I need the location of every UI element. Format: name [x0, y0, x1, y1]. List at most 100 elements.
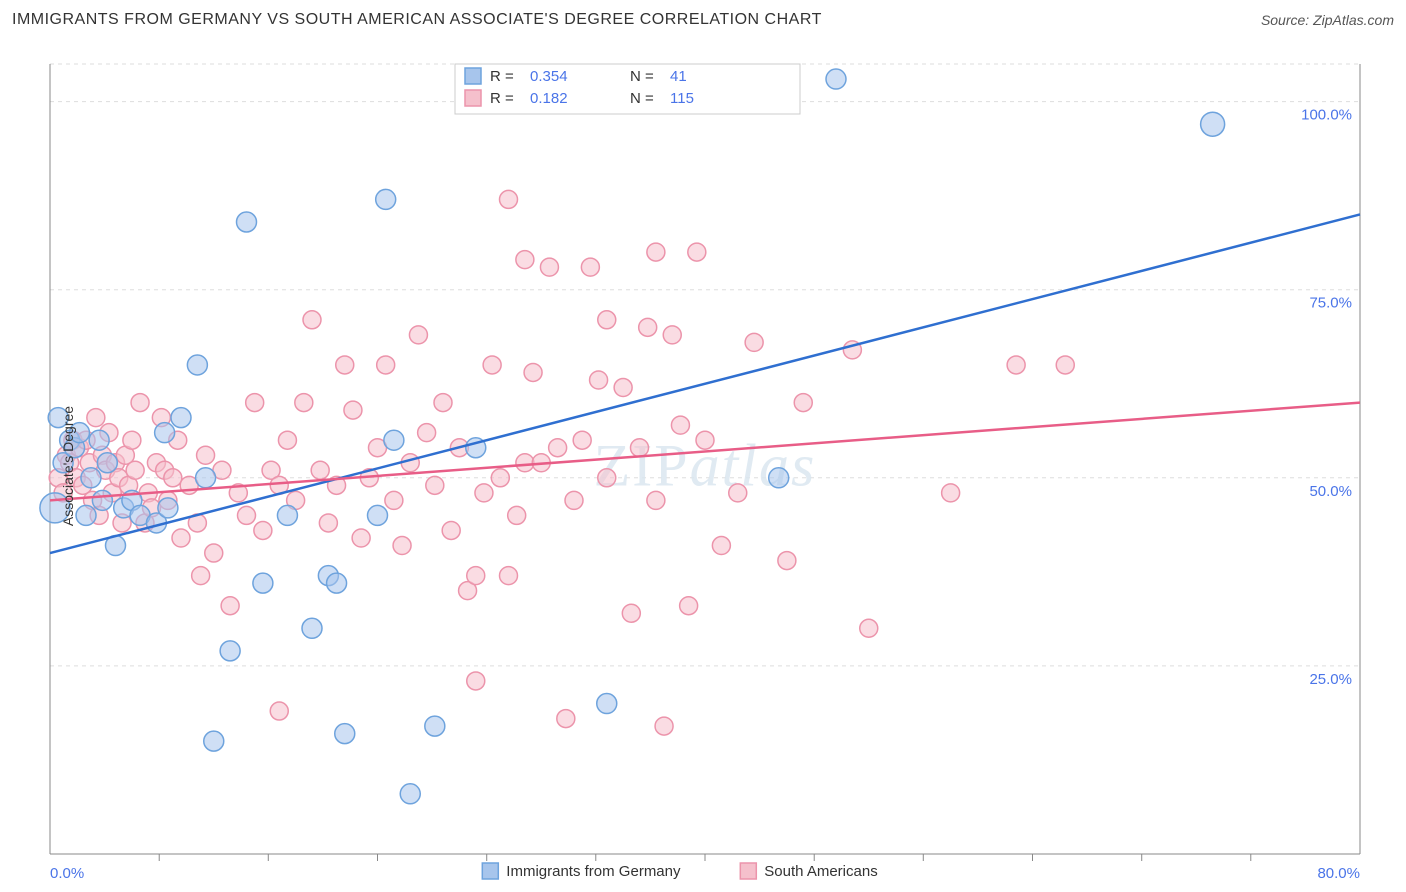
point-south-americans: [540, 258, 558, 276]
scatter-chart: ZIPatlas25.0%50.0%75.0%100.0%0.0%80.0%R …: [0, 40, 1406, 892]
point-south-americans: [393, 537, 411, 555]
point-south-americans: [712, 537, 730, 555]
point-south-americans: [319, 514, 337, 532]
point-south-americans: [164, 469, 182, 487]
point-south-americans: [500, 567, 518, 585]
chart-area: Associate's Degree ZIPatlas25.0%50.0%75.…: [0, 40, 1406, 892]
point-germany: [158, 498, 178, 518]
point-germany: [1201, 112, 1225, 136]
legend-n-value: 41: [670, 68, 687, 85]
point-germany: [76, 505, 96, 525]
point-south-americans: [131, 394, 149, 412]
point-south-americans: [246, 394, 264, 412]
point-south-americans: [524, 363, 542, 381]
point-south-americans: [590, 371, 608, 389]
point-germany: [171, 408, 191, 428]
point-south-americans: [598, 311, 616, 329]
point-south-americans: [745, 333, 763, 351]
point-south-americans: [688, 243, 706, 261]
legend-n-label: N =: [630, 90, 654, 107]
point-south-americans: [565, 491, 583, 509]
point-south-americans: [516, 251, 534, 269]
point-south-americans: [663, 326, 681, 344]
point-south-americans: [942, 484, 960, 502]
point-south-americans: [671, 416, 689, 434]
point-germany: [376, 189, 396, 209]
y-tick-label: 100.0%: [1301, 107, 1352, 124]
chart-title: IMMIGRANTS FROM GERMANY VS SOUTH AMERICA…: [12, 11, 822, 29]
point-germany: [253, 573, 273, 593]
legend-swatch: [740, 863, 756, 879]
point-south-americans: [418, 424, 436, 442]
point-south-americans: [254, 521, 272, 539]
point-germany: [237, 212, 257, 232]
point-south-americans: [197, 446, 215, 464]
legend-swatch: [465, 90, 481, 106]
point-germany: [97, 453, 117, 473]
point-south-americans: [467, 672, 485, 690]
point-south-americans: [442, 521, 460, 539]
point-germany: [384, 430, 404, 450]
point-germany: [425, 716, 445, 736]
point-germany: [204, 731, 224, 751]
point-south-americans: [295, 394, 313, 412]
legend-r-label: R =: [490, 68, 514, 85]
point-south-americans: [303, 311, 321, 329]
point-germany: [92, 490, 112, 510]
point-south-americans: [639, 318, 657, 336]
point-south-americans: [860, 619, 878, 637]
y-axis-label: Associate's Degree: [60, 406, 76, 526]
point-south-americans: [336, 356, 354, 374]
point-germany: [81, 468, 101, 488]
y-tick-label: 50.0%: [1309, 483, 1352, 500]
legend-swatch: [482, 863, 498, 879]
point-south-americans: [1007, 356, 1025, 374]
point-south-americans: [729, 484, 747, 502]
point-south-americans: [344, 401, 362, 419]
point-south-americans: [573, 431, 591, 449]
point-germany: [277, 505, 297, 525]
point-south-americans: [467, 567, 485, 585]
point-germany: [400, 784, 420, 804]
point-germany: [302, 618, 322, 638]
legend-swatch: [465, 68, 481, 84]
legend-r-label: R =: [490, 90, 514, 107]
legend-series-label: South Americans: [764, 863, 877, 880]
point-south-americans: [500, 190, 518, 208]
point-south-americans: [270, 702, 288, 720]
point-south-americans: [352, 529, 370, 547]
point-germany: [327, 573, 347, 593]
point-south-americans: [647, 243, 665, 261]
point-south-americans: [426, 476, 444, 494]
point-south-americans: [622, 604, 640, 622]
point-germany: [368, 505, 388, 525]
point-south-americans: [221, 597, 239, 615]
point-south-americans: [311, 461, 329, 479]
point-south-americans: [172, 529, 190, 547]
y-tick-label: 75.0%: [1309, 295, 1352, 312]
point-south-americans: [278, 431, 296, 449]
point-germany: [826, 69, 846, 89]
point-south-americans: [508, 506, 526, 524]
point-south-americans: [238, 506, 256, 524]
chart-header: IMMIGRANTS FROM GERMANY VS SOUTH AMERICA…: [0, 0, 1406, 40]
point-germany: [187, 355, 207, 375]
point-south-americans: [516, 454, 534, 472]
point-south-americans: [557, 710, 575, 728]
point-south-americans: [491, 469, 509, 487]
x-tick-label: 80.0%: [1317, 865, 1360, 882]
point-south-americans: [87, 409, 105, 427]
point-germany: [769, 468, 789, 488]
point-germany: [196, 468, 216, 488]
point-south-americans: [192, 567, 210, 585]
point-south-americans: [696, 431, 714, 449]
point-south-americans: [475, 484, 493, 502]
point-south-americans: [631, 439, 649, 457]
point-south-americans: [1056, 356, 1074, 374]
source-label: Source:: [1261, 12, 1313, 28]
legend-n-value: 115: [670, 90, 694, 107]
y-tick-label: 25.0%: [1309, 671, 1352, 688]
point-south-americans: [680, 597, 698, 615]
point-south-americans: [598, 469, 616, 487]
point-south-americans: [483, 356, 501, 374]
